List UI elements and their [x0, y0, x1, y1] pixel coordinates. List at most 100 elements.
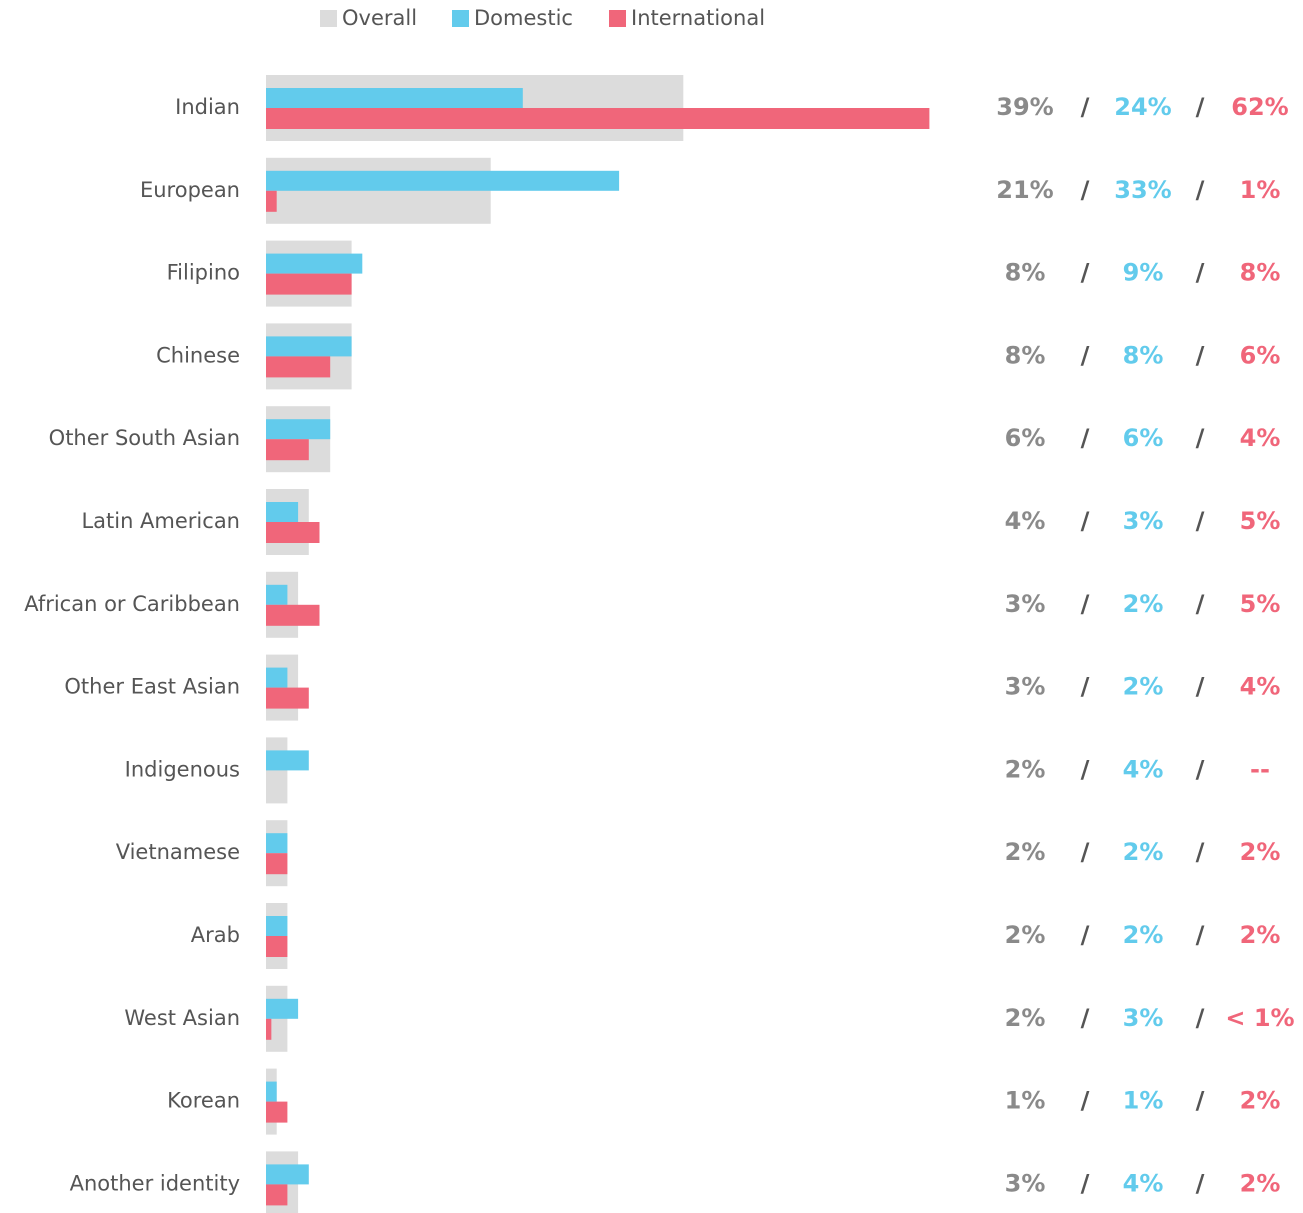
bar [266, 1101, 288, 1123]
bar [266, 273, 352, 295]
value-label: 3% [1005, 590, 1046, 618]
legend-label: International [631, 6, 765, 30]
category-label: Vietnamese [116, 840, 240, 864]
value-label: 2% [1240, 921, 1281, 949]
value-label: 1% [1240, 176, 1281, 204]
separator: / [1081, 921, 1090, 949]
value-label: 3% [1005, 673, 1046, 701]
value-label: 5% [1240, 590, 1281, 618]
value-label: 3% [1123, 1004, 1164, 1032]
value-label: 1% [1123, 1087, 1164, 1115]
bar [266, 336, 352, 357]
bar [266, 419, 331, 440]
legend-label: Overall [342, 6, 417, 30]
separator: / [1196, 838, 1205, 866]
category-label: Indigenous [125, 757, 240, 781]
category-label: Other East Asian [64, 675, 240, 699]
value-label: 21% [996, 176, 1053, 204]
legend-label: Domestic [474, 6, 573, 30]
separator: / [1081, 1087, 1090, 1115]
category-label: Another identity [70, 1171, 240, 1195]
separator: / [1196, 1087, 1205, 1115]
separator: / [1081, 838, 1090, 866]
separator: / [1081, 590, 1090, 618]
separator: / [1081, 1169, 1090, 1197]
separator: / [1081, 259, 1090, 287]
bar [266, 750, 309, 771]
value-label: 4% [1240, 673, 1281, 701]
value-label: 33% [1114, 176, 1171, 204]
bar [266, 853, 288, 875]
value-label: 2% [1005, 921, 1046, 949]
separator: / [1081, 424, 1090, 452]
bar [266, 88, 523, 108]
separator: / [1196, 1004, 1205, 1032]
value-label: 6% [1123, 424, 1164, 452]
value-label: 8% [1240, 259, 1281, 287]
separator: / [1081, 93, 1090, 121]
value-label: 2% [1005, 755, 1046, 783]
value-label: 4% [1123, 1169, 1164, 1197]
legend-swatch [452, 10, 469, 27]
bar [266, 916, 288, 936]
bar [266, 170, 620, 191]
bar [266, 253, 363, 274]
bar [266, 502, 299, 522]
value-label: 2% [1240, 1169, 1281, 1197]
value-label: -- [1250, 755, 1270, 783]
separator: / [1081, 176, 1090, 204]
value-label: 9% [1123, 259, 1164, 287]
category-label: African or Caribbean [24, 592, 240, 616]
value-label: 8% [1005, 341, 1046, 369]
value-label: 2% [1123, 921, 1164, 949]
category-label: Arab [191, 923, 240, 947]
bar [266, 1184, 288, 1206]
value-label: 2% [1240, 1087, 1281, 1115]
value-label: 5% [1240, 507, 1281, 535]
bar [266, 667, 288, 688]
category-label: Indian [175, 95, 240, 119]
separator: / [1081, 1004, 1090, 1032]
value-label: 8% [1005, 259, 1046, 287]
value-label: 62% [1231, 93, 1288, 121]
value-label: 3% [1005, 1169, 1046, 1197]
separator: / [1196, 755, 1205, 783]
separator: / [1196, 921, 1205, 949]
category-label: Latin American [81, 509, 240, 533]
bar [266, 108, 930, 129]
separator: / [1081, 507, 1090, 535]
value-label: 24% [1114, 93, 1171, 121]
value-label: 4% [1240, 424, 1281, 452]
separator: / [1081, 755, 1090, 783]
bar [266, 1081, 277, 1102]
category-label: Korean [167, 1089, 240, 1113]
value-label: 39% [996, 93, 1053, 121]
value-label: 1% [1005, 1087, 1046, 1115]
value-label: 3% [1123, 507, 1164, 535]
value-label: 2% [1123, 673, 1164, 701]
legend-swatch [609, 10, 626, 27]
value-label: 4% [1005, 507, 1046, 535]
bar [266, 584, 288, 605]
value-label: < 1% [1225, 1004, 1294, 1032]
value-label: 2% [1123, 838, 1164, 866]
separator: / [1196, 176, 1205, 204]
separator: / [1196, 507, 1205, 535]
category-label: Other South Asian [49, 426, 240, 450]
category-label: European [140, 178, 240, 202]
bar [266, 1164, 309, 1185]
bar [266, 604, 320, 626]
value-label: 2% [1123, 590, 1164, 618]
separator: / [1196, 590, 1205, 618]
separator: / [1196, 1169, 1205, 1197]
bar [266, 356, 331, 378]
bar [266, 1018, 272, 1040]
category-label: Filipino [167, 261, 240, 285]
category-label: West Asian [124, 1006, 240, 1030]
separator: / [1196, 424, 1205, 452]
bar [266, 833, 288, 854]
bar [266, 998, 299, 1019]
value-label: 2% [1005, 1004, 1046, 1032]
bar [266, 522, 320, 543]
